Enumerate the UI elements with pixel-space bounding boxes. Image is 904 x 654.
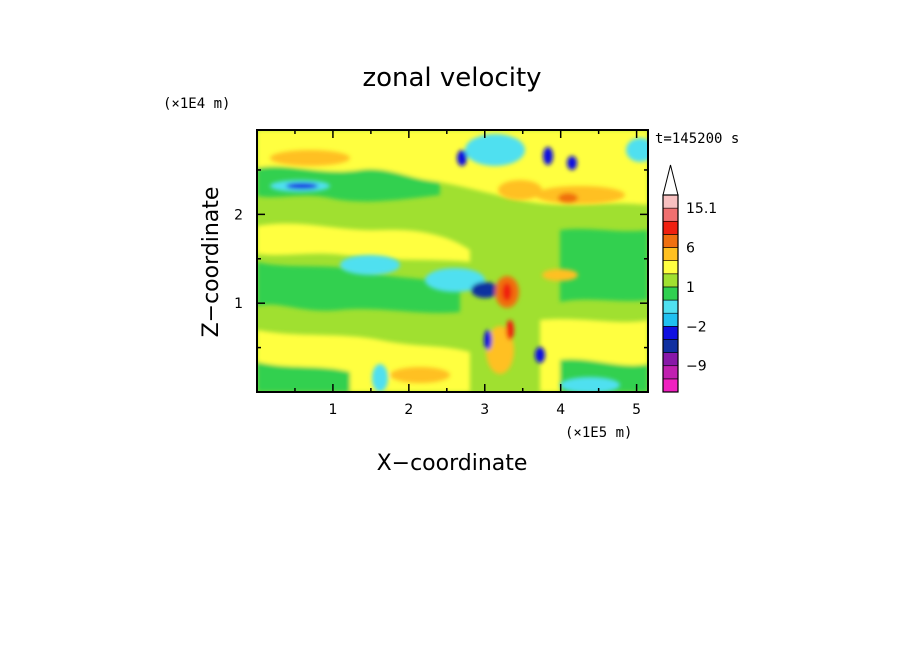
colorbar-swatch xyxy=(662,312,679,327)
blue-blob-lower-center xyxy=(484,330,492,350)
colorbar-swatch xyxy=(662,220,679,235)
y-axis-label: Z−coordinate xyxy=(199,187,224,338)
colorbar-label: 1 xyxy=(686,280,695,296)
x-tick-label: 5 xyxy=(632,402,641,418)
contour-field xyxy=(257,130,648,392)
y-axis-ticks: 12 xyxy=(234,169,648,349)
x-tick-label: 3 xyxy=(480,402,489,418)
orange-blob-top-right xyxy=(535,186,625,204)
green-band-upper xyxy=(257,166,440,202)
colorbar-swatch xyxy=(662,326,679,340)
colorbar-label: 6 xyxy=(686,241,695,257)
red-blob-lower-center xyxy=(506,320,514,340)
x-unit-label: (×1E5 m) xyxy=(565,425,632,441)
green-band-mid xyxy=(257,262,460,313)
y-tick-label: 1 xyxy=(234,296,243,312)
red-blob-center xyxy=(502,283,512,301)
green-band-right xyxy=(560,228,648,302)
orange-blob-bottom-left xyxy=(390,367,450,383)
plot-frame xyxy=(256,129,649,393)
colorbar-swatch xyxy=(662,260,679,275)
blue-blob-right-lower xyxy=(535,347,545,363)
colorbar-label: −9 xyxy=(686,359,707,375)
colorbar-swatch xyxy=(662,286,679,301)
green-band-bottom xyxy=(257,362,350,392)
colorbar-swatch xyxy=(662,365,679,380)
orange-blob-top-left xyxy=(270,150,350,166)
orange-blob-upper-center xyxy=(498,180,542,200)
colorbar-swatch xyxy=(662,339,679,353)
colorbar: 15.1 6 1 −2 −9 xyxy=(662,164,717,393)
x-tick-label: 2 xyxy=(404,402,413,418)
blue-blob-top-1 xyxy=(457,150,467,166)
chart-title: zonal velocity xyxy=(362,63,541,93)
cyan-blob-mid xyxy=(425,268,485,292)
x-tick-label: 1 xyxy=(328,402,337,418)
x-axis-label: X−coordinate xyxy=(377,451,528,476)
colorbar-swatch xyxy=(662,352,679,367)
colorbar-swatch xyxy=(662,234,679,248)
cyan-peak-mountain xyxy=(372,364,388,392)
blue-dots-left xyxy=(286,183,318,189)
cyan-blob-top-center xyxy=(465,134,525,166)
blue-blob-center xyxy=(471,282,499,298)
colorbar-swatch xyxy=(662,194,679,209)
cyan-blob-mid-left xyxy=(340,255,400,275)
colorbar-swatch xyxy=(662,299,679,314)
blue-blob-top-3 xyxy=(567,156,577,170)
colorbar-swatch xyxy=(662,273,679,288)
orange-blob-lower-center xyxy=(486,326,514,374)
y-tick-label: 2 xyxy=(234,207,243,223)
blue-blob-top-2 xyxy=(543,147,553,165)
y-unit-label: (×1E4 m) xyxy=(163,96,230,112)
yellow-band-mid xyxy=(257,223,470,262)
colorbar-arrow xyxy=(662,164,679,196)
x-axis-ticks: 1 2 3 4 5 xyxy=(294,130,641,418)
x-tick-label: 4 xyxy=(556,402,565,418)
colorbar-swatch xyxy=(662,207,679,222)
colorbar-frame xyxy=(662,194,679,393)
time-label: t=145200 s xyxy=(655,131,739,147)
red-blob-top-right xyxy=(558,193,578,203)
colorbar-label: 15.1 xyxy=(686,201,717,217)
colorbar-label: −2 xyxy=(686,319,707,335)
colorbar-swatch xyxy=(662,378,679,393)
orange-blob-right-mid xyxy=(542,269,578,281)
field-blobs xyxy=(270,134,648,392)
cyan-blob-right-bottom xyxy=(560,377,620,392)
field-bands xyxy=(257,130,648,392)
colorbar-swatch xyxy=(662,247,679,261)
cyan-blob-top-right xyxy=(626,138,648,162)
